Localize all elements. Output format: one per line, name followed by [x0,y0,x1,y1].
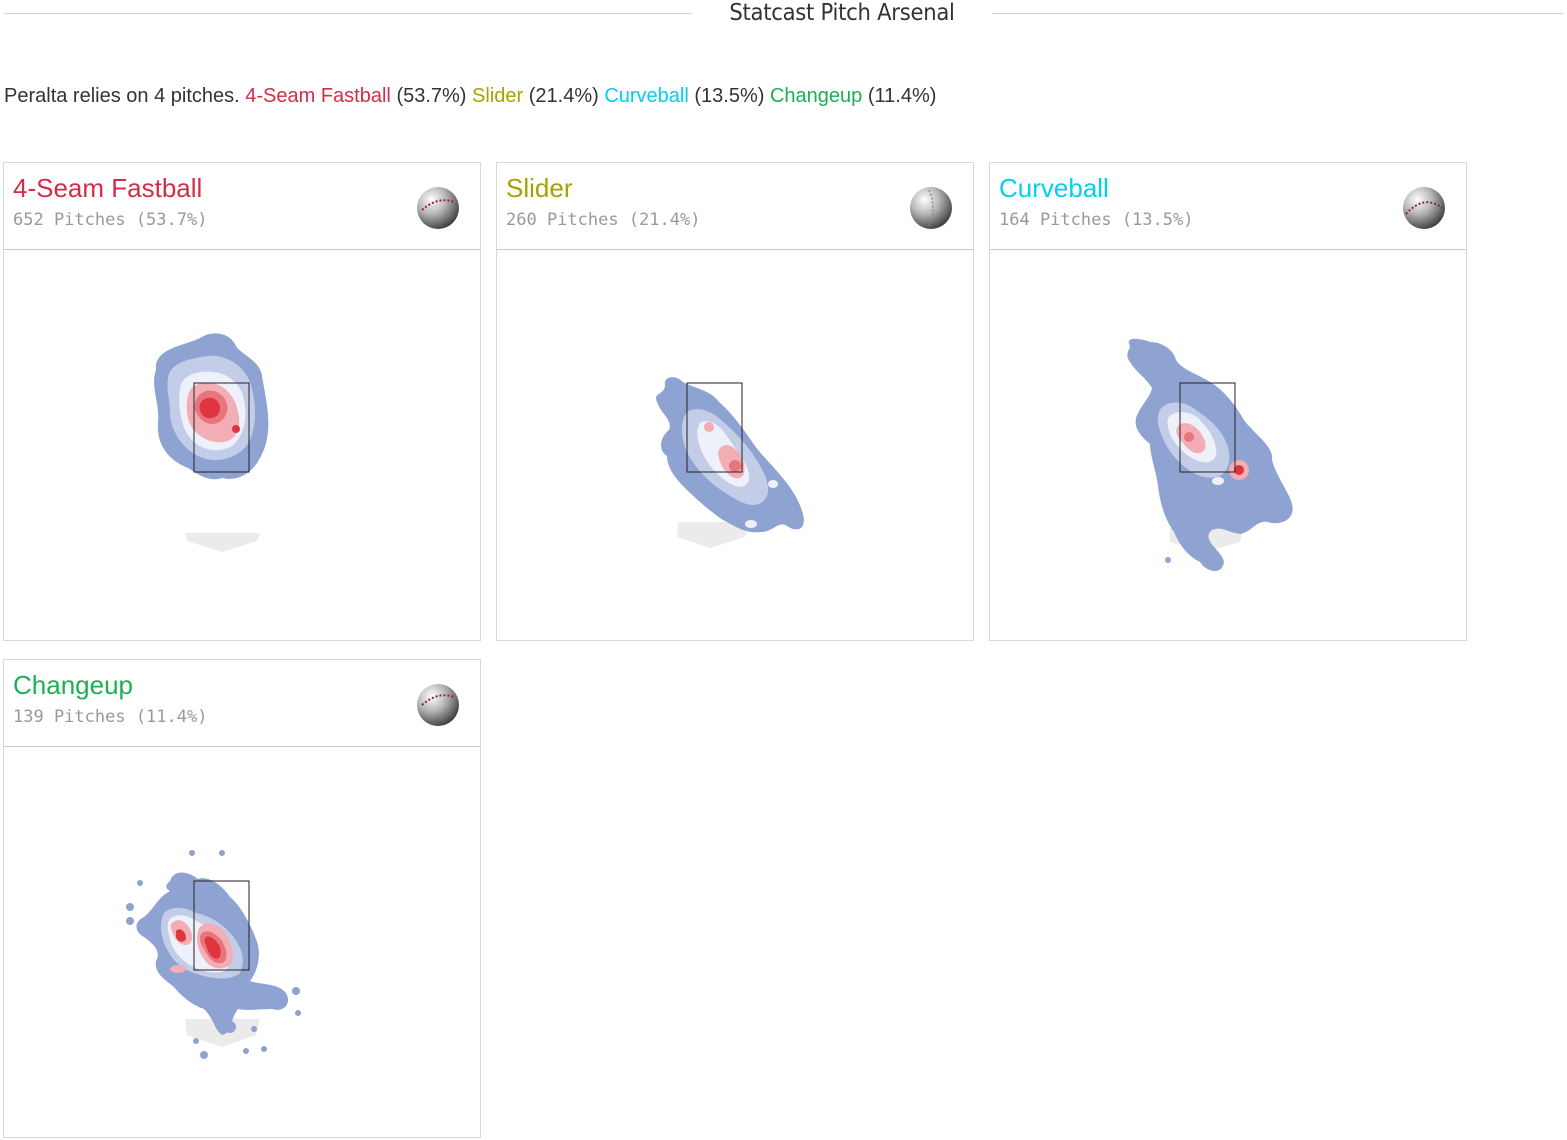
location-heatmap [126,850,301,1059]
density-spot [189,850,195,856]
density-contour-peak [1234,465,1244,475]
summary-pitch-name[interactable]: 4-Seam Fastball [245,85,391,107]
pitch-count: 139 Pitches (11.4%) [13,707,208,727]
density-contour-peak [176,929,186,942]
density-spot [768,480,778,488]
location-heatmap [656,377,804,548]
strike-zone [1179,382,1236,473]
home-plate [677,522,750,548]
header-rule-right [992,13,1563,14]
density-contour-peak [204,936,221,959]
density-spot [292,987,300,995]
density-spot [295,1010,301,1016]
summary-lead: Peralta relies on 4 pitches. [4,85,240,107]
baseball-icon [910,187,952,229]
card-header: Changeup 139 Pitches (11.4%) [4,660,480,747]
pitch-card-changeup: Changeup 139 Pitches (11.4%) [3,659,481,1138]
pitch-card-slider: Slider 260 Pitches (21.4%) [496,162,974,641]
density-spot [170,965,186,973]
density-spot [251,1026,257,1032]
density-spot [1212,477,1224,485]
pitch-count: 260 Pitches (21.4%) [506,210,701,230]
section-header: Statcast Pitch Arsenal [0,0,1567,30]
density-spot [224,1021,236,1033]
home-plate [185,533,260,552]
header-rule-left [4,13,692,14]
baseball-icon [1403,187,1445,229]
location-heatmap [154,333,269,552]
card-header: 4-Seam Fastball 652 Pitches (53.7%) [4,163,480,250]
summary-pitch-pct: (11.4%) [867,85,937,107]
strike-zone [193,880,250,971]
density-spot [233,472,237,476]
density-spot [243,1048,249,1054]
density-spot [137,880,143,886]
density-contour-higher [1184,432,1194,442]
summary-pitch-pct: (21.4%) [528,85,599,107]
summary-pitch-name[interactable]: Slider [472,85,524,107]
density-spot [193,1038,199,1044]
summary-pitch-pct: (13.5%) [694,85,765,107]
strike-zone [686,382,743,473]
pitch-count: 652 Pitches (53.7%) [13,210,208,230]
baseball-icon [417,684,459,726]
summary-pitch-name[interactable]: Curveball [604,85,689,107]
density-spot [232,425,240,433]
density-spot [219,850,225,856]
density-spot [126,917,134,925]
density-spot [1165,557,1171,563]
pitch-name: Slider [506,173,573,203]
pitch-name: Changeup [13,670,133,700]
pitch-count: 164 Pitches (13.5%) [999,210,1194,230]
pitch-card-4-seam-fastball: 4-Seam Fastball 652 Pitches (53.7%) [3,162,481,641]
card-header: Curveball 164 Pitches (13.5%) [990,163,1466,250]
density-contour-peak [199,397,220,419]
pitch-card-curveball: Curveball 164 Pitches (13.5%) [989,162,1467,641]
strike-zone [193,382,250,473]
density-contour-peak [729,460,741,472]
location-heatmap [1127,338,1293,572]
summary-pitch-pct: (53.7%) [396,85,467,107]
arsenal-summary: Peralta relies on 4 pitches. 4-Seam Fast… [4,85,936,108]
density-spot [200,1051,208,1059]
summary-pitch-name[interactable]: Changeup [769,85,863,107]
density-spot [704,422,714,432]
baseball-icon [417,187,459,229]
pitch-name: Curveball [999,173,1109,203]
section-title: Statcast Pitch Arsenal [729,0,955,26]
card-header: Slider 260 Pitches (21.4%) [497,163,973,250]
density-spot [745,520,757,528]
pitch-name: 4-Seam Fastball [13,173,203,203]
density-spot [261,1046,267,1052]
density-spot [126,903,134,911]
